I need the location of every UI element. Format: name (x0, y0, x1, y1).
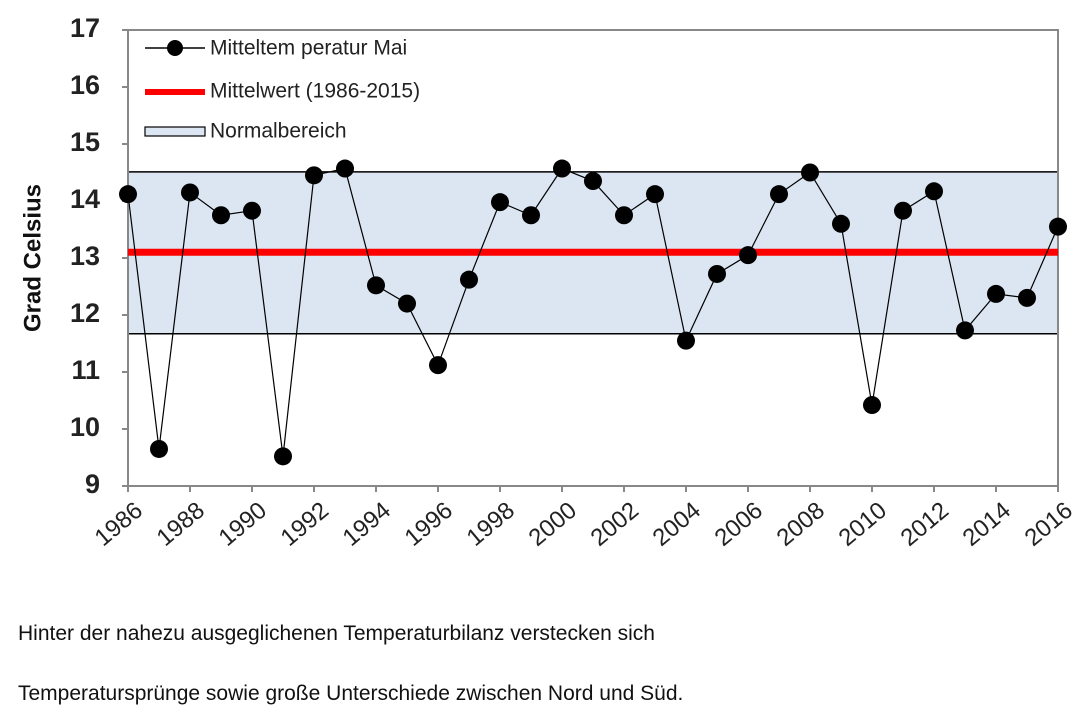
x-tick-label: 2016 (1020, 497, 1077, 552)
legend-marker (167, 40, 183, 56)
x-tick-label: 2012 (896, 497, 954, 552)
x-tick-label: 1986 (90, 497, 148, 552)
data-point (367, 276, 385, 295)
data-point (150, 439, 168, 458)
data-point (429, 356, 447, 375)
data-point (708, 264, 726, 283)
data-point (336, 159, 354, 178)
x-tick-label: 2002 (586, 497, 644, 552)
data-point (491, 193, 509, 212)
data-point (832, 214, 850, 233)
data-point (1049, 217, 1067, 236)
data-point (1018, 288, 1036, 307)
data-point (584, 172, 602, 191)
legend-label: Normalbereich (210, 120, 347, 143)
x-tick-label: 1992 (276, 497, 334, 552)
y-tick-label: 17 (70, 13, 100, 43)
data-point (305, 166, 323, 185)
y-tick-label: 14 (70, 184, 100, 214)
data-point (646, 185, 664, 204)
data-point (925, 182, 943, 201)
x-tick-label: 2000 (524, 497, 582, 552)
data-point (243, 201, 261, 220)
data-point (398, 294, 416, 313)
y-tick-label: 9 (85, 469, 100, 499)
x-tick-label: 2004 (648, 497, 706, 552)
data-point (770, 185, 788, 204)
x-tick-label: 1994 (338, 497, 396, 552)
y-tick-label: 10 (70, 412, 100, 442)
y-tick-label: 11 (71, 355, 100, 385)
data-point (956, 321, 974, 340)
data-point (739, 246, 757, 265)
data-point (894, 201, 912, 220)
data-point (615, 206, 633, 225)
x-tick-label: 1988 (152, 497, 210, 552)
legend-label: Mittelwert (1986-2015) (210, 80, 420, 103)
caption: Temperatursprünge sowie große Unterschie… (18, 682, 684, 705)
data-point (987, 284, 1005, 303)
x-tick-label: 2008 (772, 497, 830, 552)
x-tick-label: 2010 (834, 497, 892, 552)
y-tick-label: 12 (70, 298, 100, 328)
y-tick-label: 15 (70, 127, 100, 157)
data-point (553, 159, 571, 178)
data-point (522, 206, 540, 225)
data-point (119, 185, 137, 204)
y-tick-label: 16 (70, 70, 100, 100)
data-point (181, 183, 199, 202)
x-tick-label: 1990 (214, 497, 272, 552)
x-tick-label: 2006 (710, 497, 768, 552)
x-tick-label: 1998 (462, 497, 520, 552)
x-tick-label: 2014 (958, 497, 1016, 552)
y-tick-label: 13 (70, 241, 100, 271)
data-point (863, 396, 881, 415)
caption: Hinter der nahezu ausgeglichenen Tempera… (18, 622, 655, 645)
data-point (212, 206, 230, 225)
y-axis-label: Grad Celsius (19, 184, 46, 332)
legend-swatch (144, 126, 206, 137)
legend-label: Mitteltem peratur Mai (210, 37, 407, 60)
data-point (677, 331, 695, 350)
x-tick-label: 1996 (400, 497, 458, 552)
data-point (801, 163, 819, 182)
data-point (460, 270, 478, 289)
data-point (274, 447, 292, 466)
